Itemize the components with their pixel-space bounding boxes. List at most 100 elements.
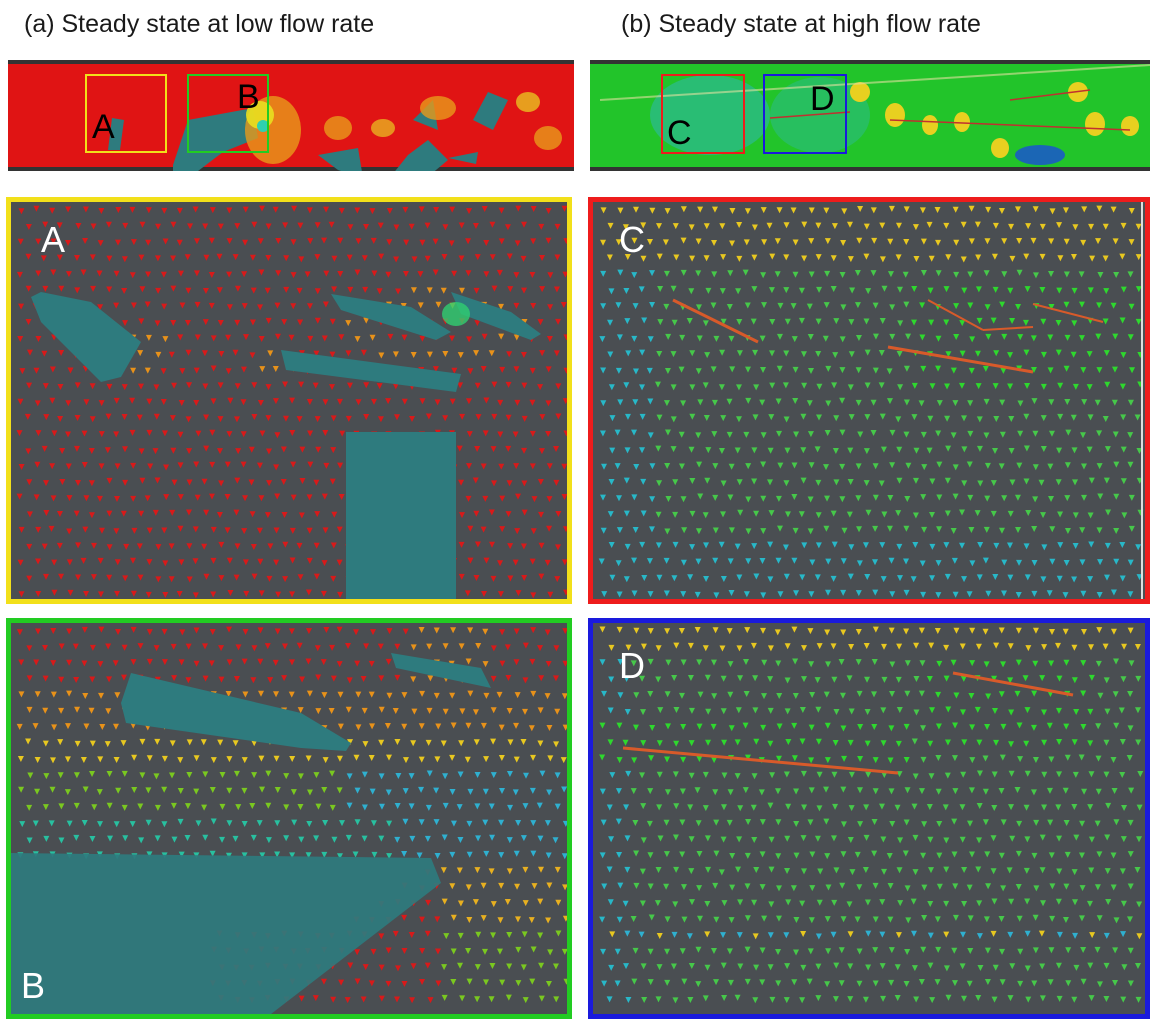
vector-glyph bbox=[203, 445, 210, 452]
vector-glyph bbox=[1128, 208, 1135, 215]
vector-glyph bbox=[681, 916, 688, 923]
vector-glyph bbox=[784, 318, 791, 325]
vector-glyph bbox=[473, 287, 480, 294]
vector-glyph bbox=[424, 835, 431, 842]
vector-glyph bbox=[663, 557, 670, 564]
vector-glyph bbox=[969, 560, 976, 567]
vector-glyph bbox=[815, 995, 822, 1002]
vector-glyph bbox=[751, 836, 758, 843]
vector-glyph bbox=[647, 883, 654, 890]
vector-glyph bbox=[168, 543, 175, 550]
vector-glyph bbox=[752, 414, 759, 421]
vector-glyph bbox=[161, 430, 168, 437]
vector-glyph bbox=[887, 757, 894, 764]
vector-glyph bbox=[66, 559, 73, 566]
vector-glyph bbox=[139, 772, 146, 779]
vector-glyph bbox=[82, 238, 89, 245]
vector-glyph bbox=[297, 574, 304, 581]
vector-glyph bbox=[288, 691, 295, 698]
vector-glyph bbox=[992, 964, 999, 971]
vector-glyph bbox=[368, 980, 375, 987]
vector-glyph bbox=[833, 962, 840, 969]
vector-glyph bbox=[855, 629, 862, 636]
vector-glyph bbox=[1113, 558, 1120, 565]
vector-glyph bbox=[520, 738, 527, 745]
vector-glyph bbox=[718, 384, 725, 391]
vector-glyph bbox=[1087, 287, 1094, 294]
vector-glyph bbox=[544, 820, 551, 827]
vector-glyph bbox=[920, 591, 927, 598]
vector-glyph bbox=[977, 480, 984, 487]
vector-glyph bbox=[378, 352, 385, 359]
vector-glyph bbox=[256, 820, 263, 827]
vector-glyph bbox=[918, 788, 925, 795]
vector-glyph bbox=[27, 772, 34, 779]
vector-glyph bbox=[1056, 739, 1063, 746]
vector-glyph bbox=[1063, 723, 1070, 730]
vector-glyph bbox=[72, 643, 79, 650]
vector-glyph bbox=[886, 398, 893, 405]
vector-glyph bbox=[960, 771, 967, 778]
vector-glyph bbox=[1057, 413, 1064, 420]
vector-glyph bbox=[657, 285, 664, 292]
vector-glyph bbox=[607, 351, 614, 358]
vector-glyph bbox=[887, 882, 894, 889]
vector-glyph bbox=[976, 837, 983, 844]
vector-glyph bbox=[291, 819, 298, 826]
vector-glyph bbox=[1040, 318, 1047, 325]
vector-glyph bbox=[450, 722, 457, 729]
vector-glyph bbox=[553, 350, 560, 357]
vector-glyph bbox=[210, 365, 217, 372]
vector-glyph bbox=[282, 222, 289, 229]
zoom-panel-d: D bbox=[588, 618, 1150, 1019]
vector-glyph bbox=[952, 400, 959, 407]
vector-glyph bbox=[887, 916, 894, 923]
vector-glyph bbox=[920, 431, 927, 438]
vector-glyph bbox=[106, 676, 113, 683]
region-box-label-a: A bbox=[92, 108, 115, 146]
vector-glyph bbox=[499, 366, 506, 373]
vector-glyph bbox=[1008, 898, 1015, 905]
vector-glyph bbox=[234, 543, 241, 550]
vector-glyph bbox=[58, 837, 65, 844]
vector-glyph bbox=[89, 416, 96, 423]
vector-glyph bbox=[929, 383, 936, 390]
vector-glyph bbox=[146, 629, 153, 636]
vector-glyph bbox=[615, 302, 622, 309]
vector-glyph bbox=[817, 868, 824, 875]
vector-glyph bbox=[816, 286, 823, 293]
vector-glyph bbox=[744, 978, 751, 985]
vector-glyph bbox=[752, 997, 759, 1004]
vector-glyph bbox=[663, 819, 670, 826]
vector-glyph bbox=[138, 318, 145, 325]
vector-glyph bbox=[307, 430, 314, 437]
vector-glyph bbox=[935, 335, 942, 342]
vector-glyph bbox=[744, 366, 751, 373]
vector-glyph bbox=[633, 882, 640, 889]
vector-glyph bbox=[744, 852, 751, 859]
vector-glyph bbox=[1102, 318, 1109, 325]
vector-glyph bbox=[1055, 642, 1062, 649]
vector-glyph bbox=[385, 398, 392, 405]
vector-glyph bbox=[880, 576, 887, 583]
vector-glyph bbox=[705, 708, 712, 715]
vector-glyph bbox=[696, 755, 703, 762]
vector-glyph bbox=[369, 723, 376, 730]
vector-glyph bbox=[824, 853, 831, 860]
vector-glyph bbox=[521, 480, 528, 487]
vector-glyph bbox=[911, 803, 918, 810]
vector-glyph bbox=[1016, 820, 1023, 827]
vector-glyph bbox=[1057, 382, 1064, 389]
vector-glyph bbox=[426, 643, 433, 650]
vector-glyph bbox=[50, 628, 57, 635]
vector-glyph bbox=[912, 834, 919, 841]
vector-glyph bbox=[195, 430, 202, 437]
vector-glyph bbox=[881, 285, 888, 292]
vector-glyph bbox=[800, 930, 807, 937]
vector-glyph bbox=[56, 542, 63, 549]
vector-glyph bbox=[1103, 288, 1110, 295]
vector-glyph bbox=[1049, 558, 1056, 565]
vector-glyph bbox=[894, 994, 901, 1001]
vector-glyph bbox=[352, 851, 359, 858]
vector-glyph bbox=[336, 526, 343, 533]
